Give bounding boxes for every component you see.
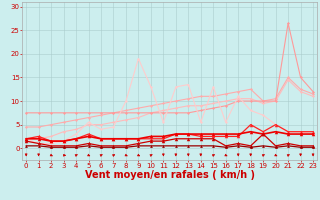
X-axis label: Vent moyen/en rafales ( km/h ): Vent moyen/en rafales ( km/h ) bbox=[84, 170, 255, 180]
